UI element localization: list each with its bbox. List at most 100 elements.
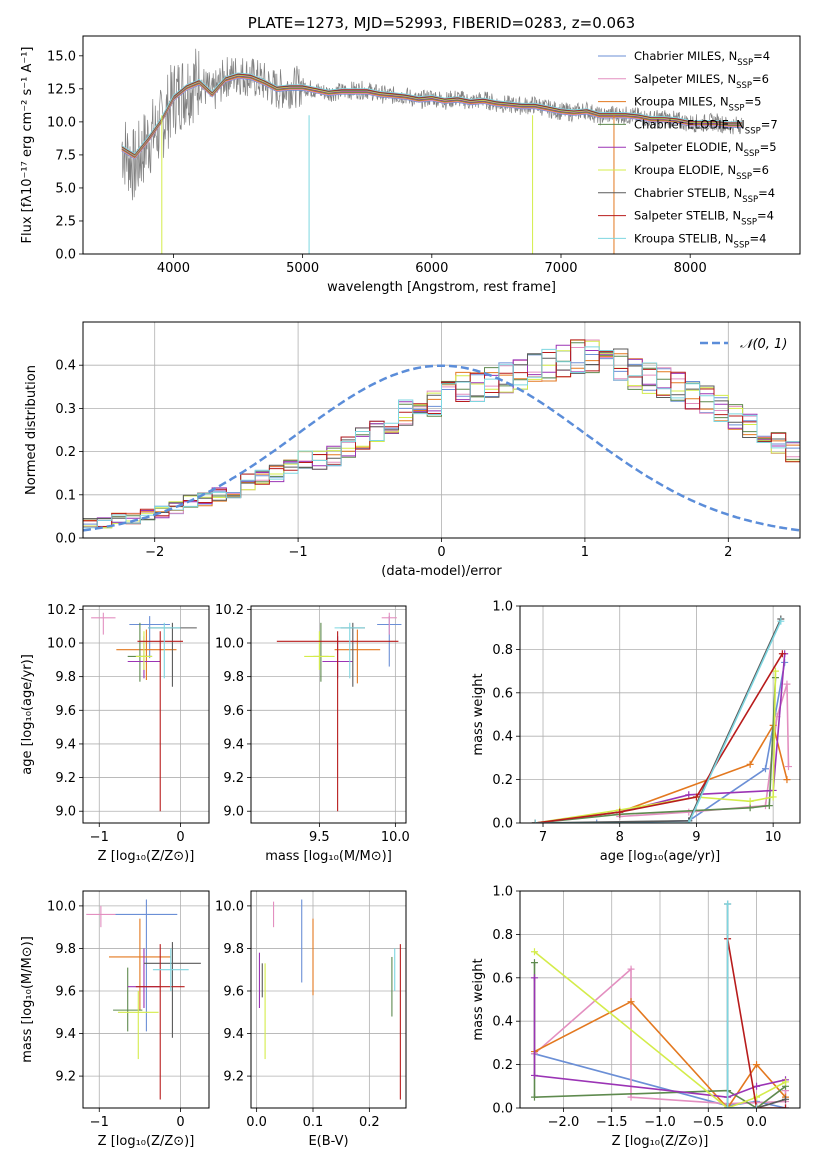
x-axis-label: age [log₁₀(age/yr)] — [600, 849, 721, 864]
y-tick-label: 0.8 — [492, 928, 513, 943]
chart-title: PLATE=1273, MJD=52993, FIBERID=0283, z=0… — [248, 14, 635, 32]
mass-weight-marker — [783, 776, 791, 784]
mass-weight-marker — [593, 819, 601, 823]
mass-weight-marker — [685, 819, 693, 823]
x-axis-label: E(B-V) — [308, 1134, 348, 1149]
y-tick-label: 9.6 — [223, 704, 244, 719]
x-tick-label: 0 — [176, 830, 184, 845]
mass-weight-marker — [753, 1061, 761, 1069]
chart-1: −2 −1 0 1 2 0.0 0.1 0.2 0.3 0.4 (data-model)/error… — [24, 321, 801, 579]
plot-area — [83, 339, 800, 532]
y-tick-label: 0.8 — [492, 643, 513, 658]
x-tick-label: 0.2 — [359, 1115, 380, 1130]
mass-weight-marker — [753, 1082, 761, 1090]
x-tick-label: 10 — [765, 830, 782, 845]
y-tick-label: 10.2 — [215, 603, 244, 618]
y-tick-label: 5.0 — [55, 181, 76, 196]
y-tick-label: 0.2 — [492, 1058, 513, 1073]
y-tick-label: 9.2 — [223, 771, 244, 786]
legend-label: Chabrier ELODIE, NSSP=7 — [634, 117, 778, 136]
chart-7: −2.0 −1.5 −1.0 −0.5 0.0 0.0 0.2 0.4 0.6 0.8 1.0 Z [… — [471, 885, 801, 1149]
x-tick-label: 8 — [616, 830, 624, 845]
x-axis-label: wavelength [Angstrom, rest frame] — [327, 280, 556, 295]
mass-weight-marker — [753, 1104, 761, 1108]
mass-weight-marker — [782, 1095, 790, 1103]
x-tick-label: 0.0 — [246, 1115, 267, 1130]
mass-weight-marker — [627, 965, 635, 973]
mass-weight-marker — [530, 959, 538, 967]
y-tick-label: 9.8 — [223, 670, 244, 685]
y-axis-label: mass weight — [471, 958, 486, 1040]
mass-weight-line — [534, 1000, 787, 1108]
x-tick-label: 6000 — [415, 261, 448, 276]
legend-label: Chabrier STELIB, NSSP=4 — [634, 186, 775, 205]
legend-label: Chabrier MILES, NSSP=4 — [634, 49, 770, 68]
legend-label: Kroupa MILES, NSSP=5 — [634, 95, 761, 114]
legend-label: Salpeter STELIB, NSSP=4 — [634, 209, 774, 228]
y-axis-label: age [log₁₀(age/yr)] — [20, 654, 35, 775]
mass-weight-marker — [769, 793, 777, 801]
x-tick-label: −2 — [145, 545, 164, 560]
y-tick-label: 0.6 — [492, 686, 513, 701]
x-axis-label: (data-model)/error — [381, 564, 502, 579]
y-tick-label: 0.2 — [492, 773, 513, 788]
mass-weight-marker — [746, 760, 754, 768]
mass-weight-line — [726, 938, 786, 1108]
legend-label: Salpeter MILES, NSSP=6 — [634, 72, 769, 91]
axes-frame — [82, 321, 801, 539]
x-tick-label: −1 — [90, 830, 109, 845]
histogram-step — [83, 353, 800, 521]
y-tick-label: 9.6 — [55, 704, 76, 719]
mass-weight-marker — [782, 1078, 790, 1086]
y-tick-label: 9.4 — [55, 1027, 76, 1042]
y-tick-label: 2.5 — [55, 214, 76, 229]
y-axis-label: Normed distribution — [24, 365, 39, 495]
x-tick-label: 7000 — [544, 261, 577, 276]
y-tick-label: 9.8 — [223, 942, 244, 957]
x-tick-label: 0 — [437, 545, 445, 560]
legend-label: Salpeter ELODIE, NSSP=5 — [634, 140, 777, 159]
y-tick-label: 0.4 — [492, 1015, 513, 1030]
mass-weight-marker — [692, 793, 700, 801]
mass-weight-marker — [530, 948, 538, 956]
y-tick-label: 12.5 — [47, 82, 76, 97]
chart-5: −1 0 9.2 9.4 9.6 9.8 10.0 Z [log₁₀(Z/Z⊙)] mass [… — [20, 890, 210, 1149]
x-axis-label: Z [log₁₀(Z/Z⊙)] — [612, 1134, 709, 1149]
axes-frame — [82, 890, 210, 1109]
normal-curve — [83, 364, 800, 532]
mass-weight-marker — [530, 1071, 538, 1079]
axes-frame — [519, 890, 801, 1109]
x-tick-label: 8000 — [674, 261, 707, 276]
mass-weight-marker — [530, 974, 538, 982]
mass-weight-marker — [685, 808, 693, 816]
x-tick-label: 10.0 — [381, 830, 410, 845]
mass-weight-marker — [778, 650, 786, 658]
x-tick-label: −2.0 — [548, 1115, 580, 1130]
y-tick-label: 0.2 — [55, 445, 76, 460]
x-tick-label: −1 — [90, 1115, 109, 1130]
mass-weight-line — [726, 904, 757, 1108]
mass-weight-marker — [530, 1093, 538, 1101]
axes-frame — [250, 890, 407, 1109]
mass-weight-line — [619, 683, 790, 818]
axes-frame — [82, 35, 801, 255]
y-tick-label: 15.0 — [47, 49, 76, 64]
y-tick-label: 9.6 — [223, 984, 244, 999]
y-tick-label: 9.0 — [223, 805, 244, 820]
x-axis-label: Z [log₁₀(Z/Z⊙)] — [98, 1134, 195, 1149]
x-tick-label: −1 — [289, 545, 308, 560]
x-axis-label: mass [log₁₀(M/M⊙)] — [265, 849, 392, 864]
x-tick-label: 7 — [539, 830, 547, 845]
x-tick-label: −1.0 — [644, 1115, 676, 1130]
histogram-step — [83, 350, 800, 525]
y-axis-label: mass weight — [471, 673, 486, 755]
axes-frame — [519, 605, 801, 824]
x-tick-label: 1 — [581, 545, 589, 560]
plot-area — [531, 615, 792, 823]
x-tick-label: −1.5 — [596, 1115, 628, 1130]
mass-weight-marker — [724, 1104, 732, 1108]
chart-2: −1 0 9.0 9.2 9.4 9.6 9.8 10.0 10.2 Z [log₁₀(Z/Z⊙)… — [20, 603, 210, 864]
y-tick-label: 10.0 — [215, 637, 244, 652]
y-tick-label: 10.0 — [47, 637, 76, 652]
